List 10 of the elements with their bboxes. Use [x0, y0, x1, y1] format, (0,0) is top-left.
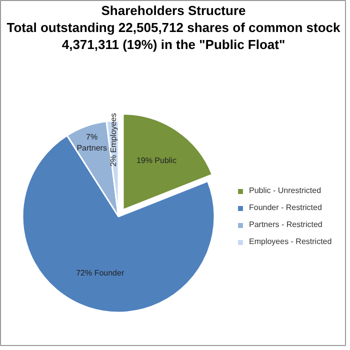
legend-label: Public - Unrestricted	[249, 186, 322, 195]
chart-subtitle: Total outstanding 22,505,712 shares of common stock 4,371,311 (19%) in the "Public Float"	[6, 20, 342, 52]
legend-label: Partners - Restricted	[249, 220, 322, 229]
data-label: 19% Public	[136, 156, 176, 166]
data-label: 2% Employees	[109, 113, 118, 167]
data-label: 72% Founder	[76, 268, 124, 278]
legend-label: Employees - Restricted	[249, 237, 332, 246]
legend-label: Founder - Restricted	[249, 203, 322, 212]
data-label: 7% Partners	[76, 132, 107, 152]
chart-title: Shareholders Structure	[101, 3, 246, 18]
